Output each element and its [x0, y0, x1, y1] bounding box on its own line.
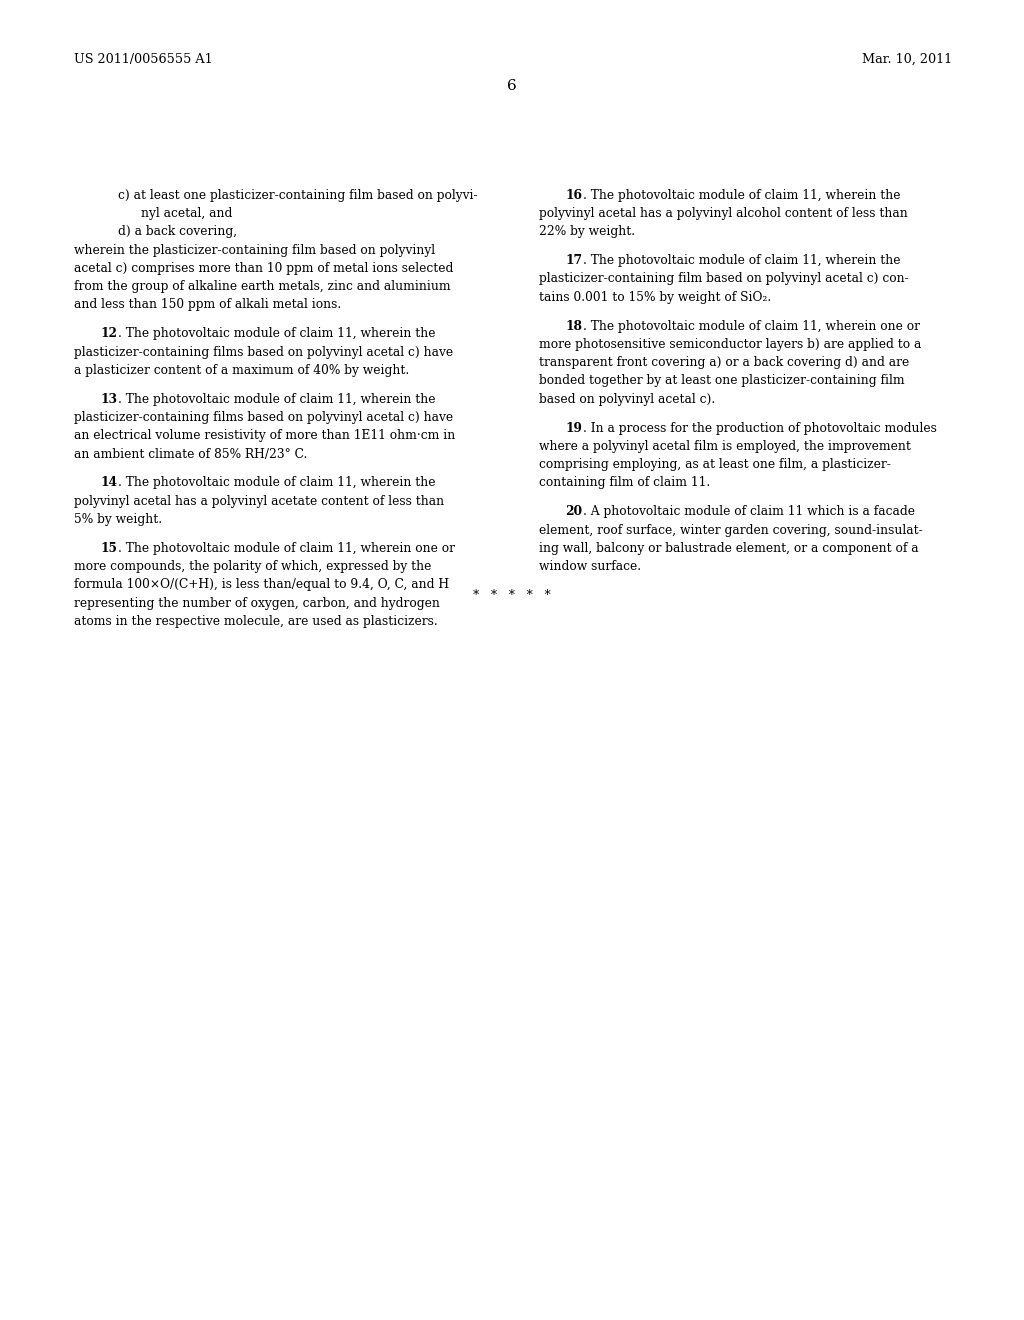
Text: polyvinyl acetal has a polyvinyl alcohol content of less than: polyvinyl acetal has a polyvinyl alcohol… [539, 207, 907, 220]
Text: 19: 19 [565, 421, 582, 434]
Text: d) a back covering,: d) a back covering, [118, 226, 237, 239]
Text: and less than 150 ppm of alkali metal ions.: and less than 150 ppm of alkali metal io… [74, 298, 341, 312]
Text: 14: 14 [100, 477, 118, 490]
Text: transparent front covering a) or a back covering d) and are: transparent front covering a) or a back … [539, 356, 909, 370]
Text: 5% by weight.: 5% by weight. [74, 513, 162, 525]
Text: . The photovoltaic module of claim ⁠​11, wherein the: . The photovoltaic module of claim ⁠​11,… [118, 327, 435, 341]
Text: comprising employing, as at least one film, a plasticizer-: comprising employing, as at least one fi… [539, 458, 891, 471]
Text: . The photovoltaic module of claim ⁠​11, wherein the: . The photovoltaic module of claim ⁠​11,… [118, 477, 435, 490]
Text: where a polyvinyl acetal film is employed, the improvement: where a polyvinyl acetal film is employe… [539, 440, 910, 453]
Text: from the group of alkaline earth metals, zinc and aluminium: from the group of alkaline earth metals,… [74, 280, 451, 293]
Text: atoms in the respective molecule, are used as plasticizers.: atoms in the respective molecule, are us… [74, 615, 437, 628]
Text: 22% by weight.: 22% by weight. [539, 226, 635, 239]
Text: . The photovoltaic module of claim 11, wherein the: . The photovoltaic module of claim 11, w… [583, 189, 900, 202]
Text: wherein the plasticizer-containing film based on polyvinyl: wherein the plasticizer-containing film … [74, 244, 435, 256]
Text: 18: 18 [565, 319, 583, 333]
Text: based on polyvinyl acetal c).: based on polyvinyl acetal c). [539, 393, 715, 405]
Text: *   *   *   *   *: * * * * * [473, 589, 551, 602]
Text: . The photovoltaic module of claim ⁠​11, wherein one or: . The photovoltaic module of claim ⁠​11,… [118, 541, 455, 554]
Text: 17: 17 [565, 255, 583, 267]
Text: plasticizer-containing films based on polyvinyl acetal c) have: plasticizer-containing films based on po… [74, 346, 453, 359]
Text: representing the number of oxygen, carbon, and hydrogen: representing the number of oxygen, carbo… [74, 597, 439, 610]
Text: . In a process for the production of photovoltaic modules: . In a process for the production of pho… [583, 421, 937, 434]
Text: window surface.: window surface. [539, 560, 641, 573]
Text: an ambient climate of 85% RH/23° C.: an ambient climate of 85% RH/23° C. [74, 447, 307, 461]
Text: more compounds, the polarity of which, expressed by the: more compounds, the polarity of which, e… [74, 560, 431, 573]
Text: 16: 16 [565, 189, 583, 202]
Text: . A photovoltaic module of claim ⁠​11 which is a facade: . A photovoltaic module of claim ⁠​11 wh… [583, 506, 914, 519]
Text: 13: 13 [100, 393, 118, 405]
Text: 15: 15 [100, 541, 117, 554]
Text: a plasticizer content of a maximum of 40% by weight.: a plasticizer content of a maximum of 40… [74, 364, 409, 376]
Text: tains 0.001 to 15% by weight of SiO₂.: tains 0.001 to 15% by weight of SiO₂. [539, 290, 771, 304]
Text: acetal c) comprises more than 10 ppm of metal ions selected: acetal c) comprises more than 10 ppm of … [74, 261, 453, 275]
Text: . The photovoltaic module of claim ⁠​11, wherein one or: . The photovoltaic module of claim ⁠​11,… [583, 319, 920, 333]
Text: plasticizer-containing film based on polyvinyl acetal c) con-: plasticizer-containing film based on pol… [539, 272, 908, 285]
Text: 12: 12 [100, 327, 118, 341]
Text: 6: 6 [507, 79, 517, 94]
Text: US 2011/0056555 A1: US 2011/0056555 A1 [74, 53, 212, 66]
Text: an electrical volume resistivity of more than 1E11 ohm·cm in: an electrical volume resistivity of more… [74, 429, 455, 442]
Text: polyvinyl acetal has a polyvinyl acetate content of less than: polyvinyl acetal has a polyvinyl acetate… [74, 495, 443, 508]
Text: bonded together by at least one plasticizer-containing film: bonded together by at least one plastici… [539, 375, 904, 387]
Text: nyl acetal, and: nyl acetal, and [141, 207, 232, 220]
Text: . The photovoltaic module of claim 11, wherein the: . The photovoltaic module of claim 11, w… [583, 255, 900, 267]
Text: containing film of claim ⁠​11.: containing film of claim ⁠​11. [539, 477, 710, 490]
Text: element, roof surface, winter garden covering, sound-insulat-: element, roof surface, winter garden cov… [539, 524, 923, 536]
Text: plasticizer-containing films based on polyvinyl acetal c) have: plasticizer-containing films based on po… [74, 411, 453, 424]
Text: . The photovoltaic module of claim ⁠​11, wherein the: . The photovoltaic module of claim ⁠​11,… [118, 393, 435, 405]
Text: ing wall, balcony or balustrade element, or a component of a: ing wall, balcony or balustrade element,… [539, 541, 919, 554]
Text: more photosensitive semiconductor layers b) are applied to a: more photosensitive semiconductor layers… [539, 338, 921, 351]
Text: c) at least one plasticizer-containing film based on polyvi-: c) at least one plasticizer-containing f… [118, 189, 477, 202]
Text: formula 100×O/(C+H), is less than/equal to 9.4, O, C, and H: formula 100×O/(C+H), is less than/equal … [74, 578, 449, 591]
Text: Mar. 10, 2011: Mar. 10, 2011 [862, 53, 952, 66]
Text: 20: 20 [565, 506, 583, 519]
